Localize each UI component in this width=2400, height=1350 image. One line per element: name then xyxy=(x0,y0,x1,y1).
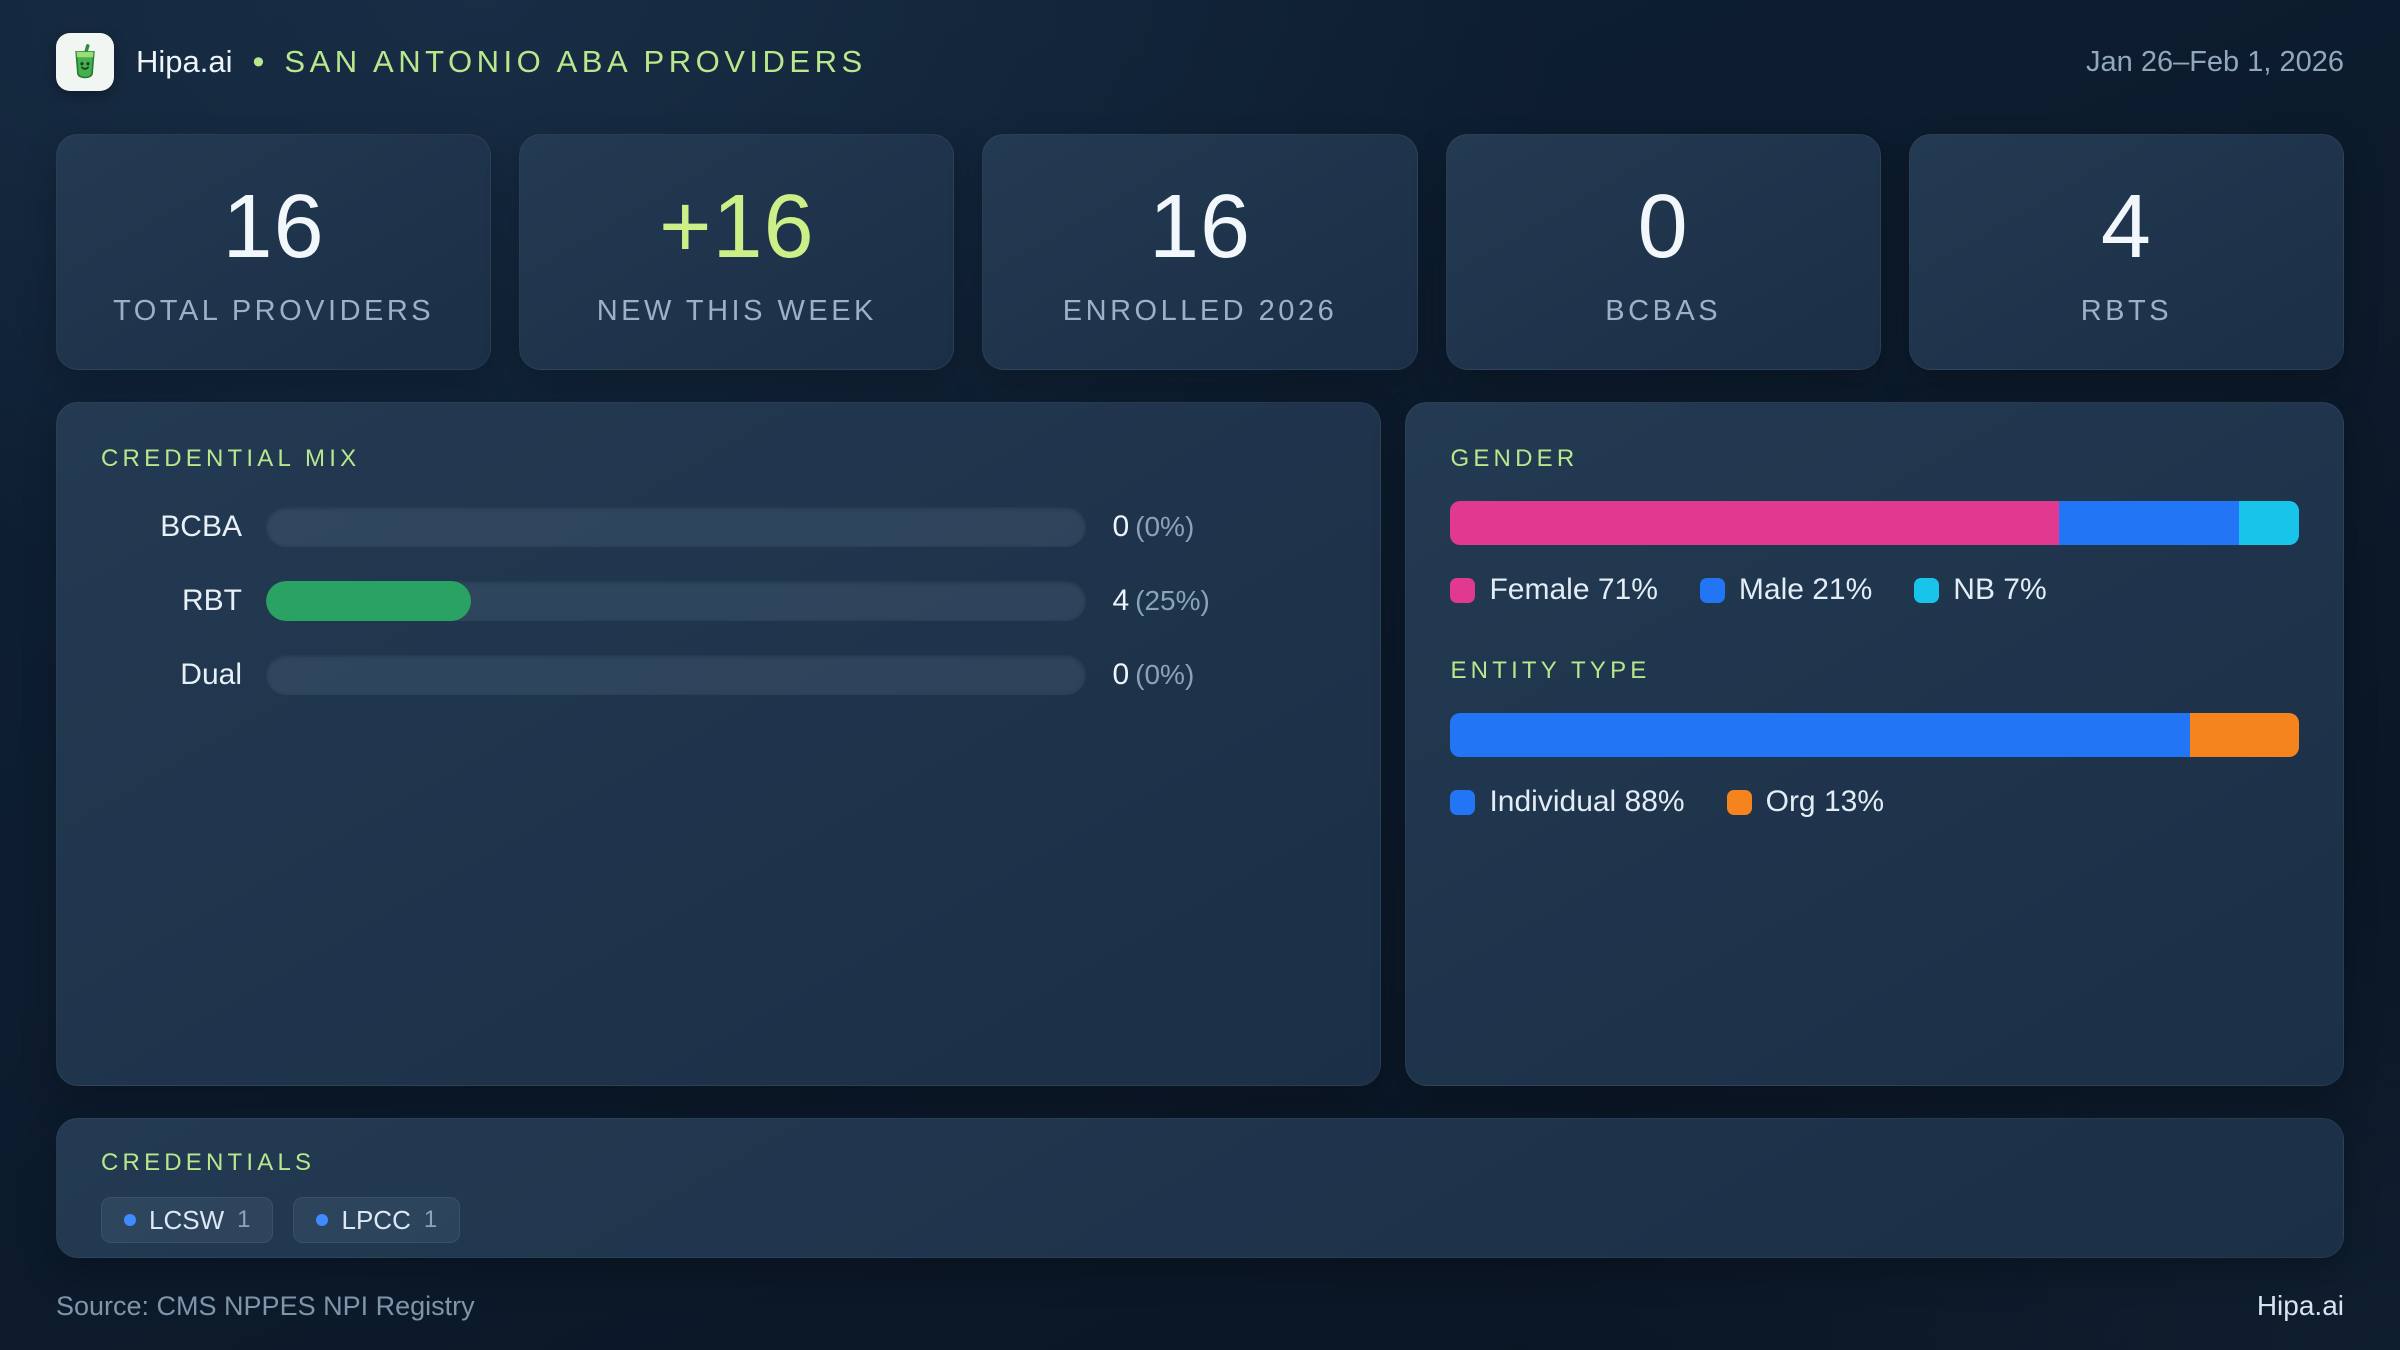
bar-count: 0 xyxy=(1112,510,1130,543)
credential-chip-lcsw: LCSW 1 xyxy=(101,1197,274,1243)
bar-label: BCBA xyxy=(160,510,242,543)
legend-label: Org 13% xyxy=(1765,785,1884,818)
data-source-note: Source: CMS NPPES NPI Registry xyxy=(56,1290,475,1321)
gender-segment-female xyxy=(1450,501,2060,545)
gender-segment-male xyxy=(2059,501,2239,545)
legend-label: Female 71% xyxy=(1489,573,1658,606)
legend-item-female: Female 71% xyxy=(1450,573,1658,607)
credentials-panel: CREDENTIALS LCSW 1 LPCC 1 xyxy=(56,1118,2344,1258)
bar-value: 0 (0%) xyxy=(1086,510,1336,544)
bar-pct: (0%) xyxy=(1135,511,1195,542)
smoothie-cup-icon xyxy=(75,44,95,79)
chip-count: 1 xyxy=(237,1206,251,1233)
legend-item-male: Male 21% xyxy=(1699,573,1873,607)
bar-track xyxy=(266,507,1087,547)
stat-card-total-providers: 16 TOTAL PROVIDERS xyxy=(56,134,492,370)
bar-label: Dual xyxy=(180,658,242,691)
entity-stacked-bar xyxy=(1450,713,2299,757)
chip-count: 1 xyxy=(423,1206,438,1233)
entity-segment-individual xyxy=(1450,713,2190,757)
legend-swatch xyxy=(1699,577,1725,603)
gender-segment-nb xyxy=(2239,501,2299,545)
credential-mix-panel: CREDENTIAL MIX BCBA 0 (0%) RBT 4 (25%) xyxy=(56,402,1382,1086)
legend-item-nb: NB 7% xyxy=(1914,573,2047,607)
credential-row-rbt: RBT 4 (25%) xyxy=(101,581,1336,621)
stat-card-bcbas: 0 BCBAS xyxy=(1445,134,1881,370)
stat-card-new-this-week: +16 NEW THIS WEEK xyxy=(519,134,955,370)
chip-label: LPCC xyxy=(341,1204,411,1235)
gender-stacked-bar xyxy=(1450,501,2299,545)
chip-dot-icon xyxy=(124,1214,136,1226)
gender-legend: Female 71% Male 21% NB 7% xyxy=(1450,573,2299,607)
bar-fill xyxy=(266,581,472,621)
stat-label: RBTS xyxy=(2080,295,2173,327)
stat-value: +16 xyxy=(658,177,815,277)
stat-value: 16 xyxy=(222,177,325,277)
legend-label: NB 7% xyxy=(1953,573,2047,606)
stat-label: NEW THIS WEEK xyxy=(596,295,877,327)
bar-pct: (0%) xyxy=(1135,659,1195,690)
stat-value: 4 xyxy=(2100,177,2152,277)
legend-item-individual: Individual 88% xyxy=(1450,785,1685,819)
bar-count: 4 xyxy=(1112,584,1130,617)
hipa-logo xyxy=(56,33,114,91)
entity-segment-org xyxy=(2189,713,2299,757)
entity-legend: Individual 88% Org 13% xyxy=(1450,785,2299,819)
credential-mix-title: CREDENTIAL MIX xyxy=(101,445,361,472)
credentials-title: CREDENTIALS xyxy=(101,1149,316,1176)
legend-item-org: Org 13% xyxy=(1726,785,1884,819)
date-range: Jan 26–Feb 1, 2026 xyxy=(2086,45,2344,78)
legend-swatch xyxy=(1726,789,1752,815)
main-panels: CREDENTIAL MIX BCBA 0 (0%) RBT 4 (25%) xyxy=(56,402,2344,1086)
chip-label: LCSW xyxy=(149,1204,225,1235)
stat-card-row: 16 TOTAL PROVIDERS +16 NEW THIS WEEK 16 … xyxy=(56,134,2345,370)
footer: Source: CMS NPPES NPI Registry Hipa.ai xyxy=(56,1290,2344,1322)
header: Hipa.ai • SAN ANTONIO ABA PROVIDERS Jan … xyxy=(56,30,2344,94)
credential-row-dual: Dual 0 (0%) xyxy=(101,655,1336,695)
stat-label: BCBAS xyxy=(1605,295,1722,327)
legend-label: Male 21% xyxy=(1738,573,1873,606)
stat-value: 16 xyxy=(1148,177,1252,277)
bar-track xyxy=(266,581,1087,621)
credential-chip-lpcc: LPCC 1 xyxy=(293,1197,461,1243)
credential-row-bcba: BCBA 0 (0%) xyxy=(101,507,1336,547)
bar-label: RBT xyxy=(182,584,242,617)
page-title: SAN ANTONIO ABA PROVIDERS xyxy=(284,44,867,79)
bar-pct: (25%) xyxy=(1135,585,1210,616)
stat-label: TOTAL PROVIDERS xyxy=(113,295,435,327)
legend-label: Individual 88% xyxy=(1489,785,1685,818)
bar-value: 4 (25%) xyxy=(1086,584,1336,618)
demographics-panel: GENDER Female 71% Male 21% NB 7% xyxy=(1405,402,2344,1086)
bar-track xyxy=(266,655,1087,695)
legend-swatch xyxy=(1450,577,1476,603)
legend-swatch xyxy=(1450,789,1476,815)
stat-card-rbts: 4 RBTS xyxy=(1908,134,2345,370)
stat-label: ENROLLED 2026 xyxy=(1062,295,1338,327)
chip-dot-icon xyxy=(316,1214,329,1226)
bar-value: 0 (0%) xyxy=(1086,658,1336,692)
stat-value: 0 xyxy=(1637,177,1689,277)
bar-count: 0 xyxy=(1112,658,1130,691)
footer-brand: Hipa.ai xyxy=(2256,1290,2344,1321)
brand-name: Hipa.ai xyxy=(136,44,233,79)
separator-dot: • xyxy=(252,42,265,81)
credential-chips: LCSW 1 LPCC 1 xyxy=(101,1197,2299,1243)
legend-swatch xyxy=(1914,577,1940,603)
gender-title: GENDER xyxy=(1450,445,1579,472)
stat-card-enrolled-2026: 16 ENROLLED 2026 xyxy=(982,134,1418,370)
entity-type-title: ENTITY TYPE xyxy=(1450,657,1651,684)
